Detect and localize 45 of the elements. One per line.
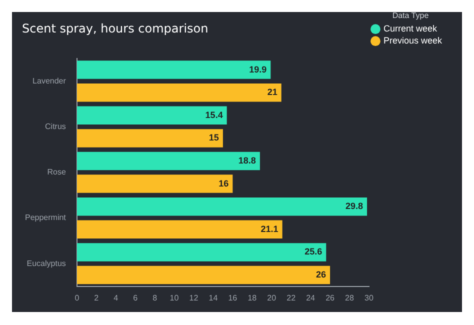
x-tick-label: 22 <box>286 293 296 302</box>
x-tick-label: 14 <box>208 293 218 302</box>
x-tick-label: 10 <box>170 293 180 302</box>
y-tick-label: Lavender <box>32 76 66 86</box>
x-tick-label: 18 <box>248 293 258 302</box>
x-tick-label: 0 <box>74 293 80 302</box>
bar <box>76 243 326 262</box>
bar <box>76 60 271 79</box>
x-tick-label: 28 <box>345 293 354 302</box>
data-label: 19.9 <box>249 64 267 74</box>
x-tick-label: 26 <box>326 293 336 302</box>
data-label: 15.4 <box>205 110 223 120</box>
y-tick-label: Citrus <box>45 122 66 132</box>
data-label: 21.1 <box>260 224 278 234</box>
legend-label: Current week <box>383 24 438 34</box>
data-label: 15 <box>208 132 219 143</box>
x-tick-label: 4 <box>114 293 119 302</box>
bar <box>76 152 260 170</box>
y-tick-label: Peppermint <box>24 213 67 222</box>
bar <box>76 129 223 148</box>
bar <box>76 83 282 102</box>
bar <box>76 174 233 193</box>
legend-label: Previous week <box>383 36 442 46</box>
x-tick-label: 16 <box>228 293 238 302</box>
data-label: 21 <box>267 87 278 98</box>
data-label: 16 <box>218 178 229 188</box>
bar <box>76 106 227 125</box>
data-label: 29.8 <box>345 201 364 212</box>
x-tick-label: 30 <box>364 293 374 302</box>
x-tick-label: 8 <box>152 293 158 302</box>
x-tick-label: 6 <box>133 293 138 302</box>
x-tick-label: 12 <box>189 293 199 302</box>
bar <box>76 197 368 216</box>
bar <box>76 220 282 239</box>
x-tick-label: 2 <box>94 293 100 302</box>
data-label: 25.6 <box>304 246 322 257</box>
data-label: 26 <box>316 269 326 280</box>
bar <box>76 266 330 284</box>
x-tick-label: 20 <box>267 293 277 302</box>
y-tick-label: Rose <box>47 168 66 177</box>
legend-title: Data Type <box>392 11 430 20</box>
x-tick-label: 24 <box>306 293 316 302</box>
chart-title: Scent spray, hours comparison <box>22 21 208 36</box>
y-tick-label: Eucalyptus <box>26 258 66 268</box>
data-label: 18.8 <box>238 155 256 166</box>
